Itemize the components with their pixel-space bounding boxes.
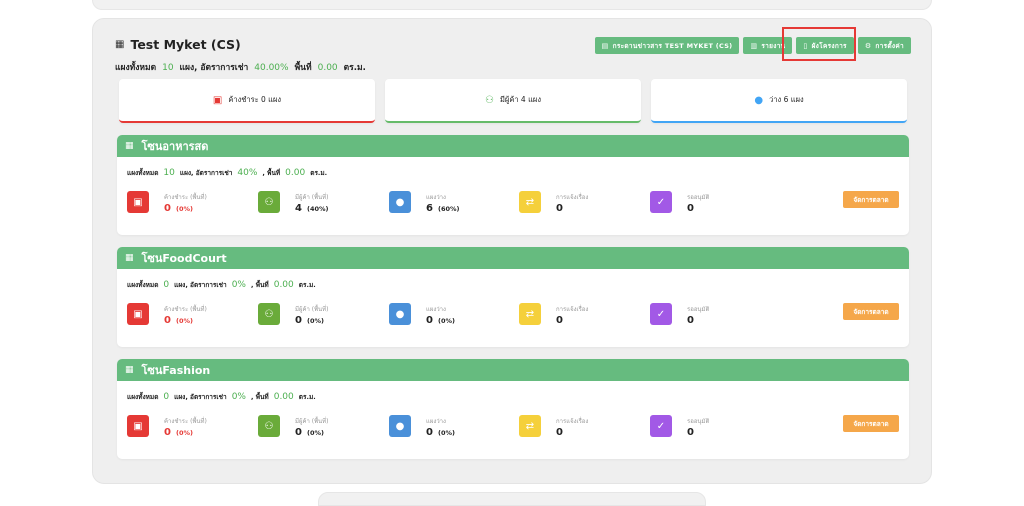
user-icon: ●	[389, 191, 411, 213]
project-toolbar: ▤ กระดานข่าวสาร TEST MYKET (CS) ▥ รายงาน…	[594, 37, 911, 54]
manage-market-button[interactable]: จัดการตลาด	[843, 415, 899, 432]
floorplan-highlight-box	[782, 27, 856, 61]
invoice-icon: ▣	[127, 191, 149, 213]
invoice-icon: ▣	[127, 415, 149, 437]
stat-card-occupied[interactable]: ⚇ มีผู้ค้า 4 แผง	[385, 79, 641, 123]
user-icon: ●	[389, 303, 411, 325]
metric-overdue: ▣ ค้างชำระ (พื้นที่) 0 (0%)	[127, 191, 247, 214]
zone-title: โซนอาหารสด	[141, 140, 209, 153]
board-icon: ▤	[601, 41, 609, 50]
users-icon: ⚇	[258, 415, 280, 437]
store-icon: ▦	[125, 141, 134, 151]
clipboard-check-icon: ✓	[650, 191, 672, 213]
invoice-icon: ▣	[127, 303, 149, 325]
exchange-icon: ⇄	[519, 191, 541, 213]
zone-card: ▦ โซนอาหารสด แผงทั้งหมด 10 แผง, อัตราการ…	[117, 135, 909, 235]
project-header: ▦ Test Myket (CS) แผงทั้งหมด 10 แผง, อัต…	[115, 37, 366, 74]
manage-market-button[interactable]: จัดการตลาด	[843, 191, 899, 208]
metric-vacant: ● แผงว่าง 0 (0%)	[389, 415, 509, 438]
zone-card: ▦ โซนFashion แผงทั้งหมด 0 แผง, อัตราการเ…	[117, 359, 909, 459]
metric-pending: ✓ รออนุมัติ 0	[650, 303, 770, 326]
invoice-icon: ▣	[212, 94, 223, 106]
zone-header: ▦ โซนFashion	[117, 359, 909, 381]
metric-vacant: ● แผงว่าง 6 (60%)	[389, 191, 509, 214]
zone-header: ▦ โซนอาหารสด	[117, 135, 909, 157]
zone-summary: แผงทั้งหมด 10 แผง, อัตราการเช่า 40% , พื…	[127, 168, 328, 178]
users-icon: ⚇	[258, 191, 280, 213]
zone-title: โซนFoodCourt	[141, 252, 227, 265]
zone-card: ▦ โซนFoodCourt แผงทั้งหมด 0 แผง, อัตรากา…	[117, 247, 909, 347]
zone-summary: แผงทั้งหมด 0 แผง, อัตราการเช่า 0% , พื้น…	[127, 280, 316, 290]
floorplan-button[interactable]: ▯ ผังโครงการ	[796, 37, 854, 54]
settings-button[interactable]: ⚙ การตั้งค่า	[857, 37, 911, 54]
metric-overdue: ▣ ค้างชำระ (พื้นที่) 0 (0%)	[127, 415, 247, 438]
zone-header: ▦ โซนFoodCourt	[117, 247, 909, 269]
map-icon: ▯	[803, 41, 808, 50]
user-icon: ●	[754, 94, 764, 106]
metric-occupied: ⚇ มีผู้ค้า (พื้นที่) 0 (0%)	[258, 415, 378, 438]
project-title: Test Myket (CS)	[130, 37, 241, 52]
metric-reports: ⇄ การแจ้งเรื่อง 0	[519, 191, 639, 214]
stat-cards: ▣ ค้างชำระ 0 แผง ⚇ มีผู้ค้า 4 แผง ● ว่าง…	[119, 79, 907, 123]
metric-reports: ⇄ การแจ้งเรื่อง 0	[519, 415, 639, 438]
metric-overdue: ▣ ค้างชำระ (พื้นที่) 0 (0%)	[127, 303, 247, 326]
store-icon: ▦	[125, 253, 134, 263]
report-button[interactable]: ▥ รายงาน	[743, 37, 793, 54]
exchange-icon: ⇄	[519, 303, 541, 325]
store-icon: ▦	[125, 365, 134, 375]
metric-pending: ✓ รออนุมัติ 0	[650, 415, 770, 438]
previous-card-edge	[92, 0, 932, 10]
users-icon: ⚇	[258, 303, 280, 325]
store-icon: ▦	[115, 39, 125, 50]
user-icon: ●	[389, 415, 411, 437]
zone-title: โซนFashion	[141, 364, 211, 377]
stat-card-vacant[interactable]: ● ว่าง 6 แผง	[651, 79, 907, 123]
clipboard-check-icon: ✓	[650, 303, 672, 325]
project-card: ▦ Test Myket (CS) แผงทั้งหมด 10 แผง, อัต…	[92, 18, 932, 484]
metric-vacant: ● แผงว่าง 0 (0%)	[389, 303, 509, 326]
metric-occupied: ⚇ มีผู้ค้า (พื้นที่) 4 (40%)	[258, 191, 378, 214]
notice-board-button[interactable]: ▤ กระดานข่าวสาร TEST MYKET (CS)	[594, 37, 740, 54]
users-icon: ⚇	[485, 94, 494, 106]
metric-pending: ✓ รออนุมัติ 0	[650, 191, 770, 214]
zone-summary: แผงทั้งหมด 0 แผง, อัตราการเช่า 0% , พื้น…	[127, 392, 316, 402]
clipboard-check-icon: ✓	[650, 415, 672, 437]
bar-chart-icon: ▥	[750, 41, 758, 50]
project-summary: แผงทั้งหมด 10 แผง, อัตราการเช่า 40.00% พ…	[115, 63, 366, 73]
gear-icon: ⚙	[864, 41, 872, 50]
metric-reports: ⇄ การแจ้งเรื่อง 0	[519, 303, 639, 326]
metric-occupied: ⚇ มีผู้ค้า (พื้นที่) 0 (0%)	[258, 303, 378, 326]
stat-card-overdue[interactable]: ▣ ค้างชำระ 0 แผง	[119, 79, 375, 123]
manage-market-button[interactable]: จัดการตลาด	[843, 303, 899, 320]
exchange-icon: ⇄	[519, 415, 541, 437]
